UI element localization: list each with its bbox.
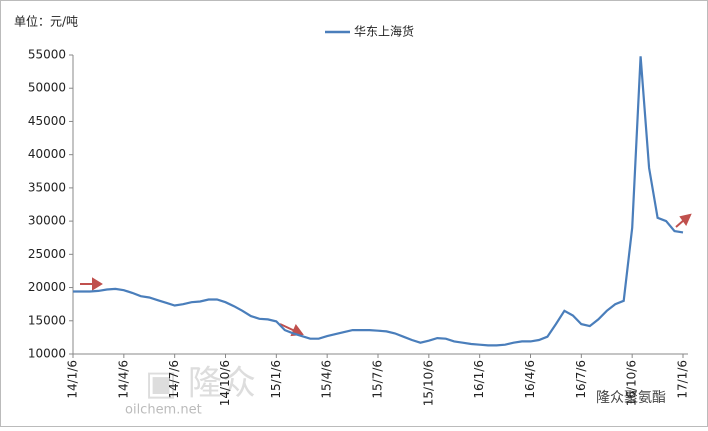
y-tick-label: 55000 <box>28 48 66 62</box>
watermark: ▣ 隆众 <box>145 364 256 404</box>
watermark-brand: 隆众聚氨酯 <box>596 390 666 406</box>
x-tick-label: 14/4/6 <box>116 360 130 399</box>
x-tick-label: 14/10/6 <box>218 360 232 406</box>
x-tick-label: 16/1/6 <box>472 360 486 399</box>
x-tick-label: 17/1/6 <box>676 360 690 399</box>
y-tick-label: 45000 <box>28 114 66 128</box>
y-tick-label: 30000 <box>28 214 66 228</box>
x-tick-label: 15/7/6 <box>371 360 385 399</box>
x-tick-label: 15/10/6 <box>421 360 435 406</box>
x-tick-label: 16/4/6 <box>523 360 537 399</box>
y-tick-label: 15000 <box>28 313 66 327</box>
x-tick-label: 16/10/6 <box>625 360 639 406</box>
x-tick-label: 16/7/6 <box>574 360 588 399</box>
x-tick-label: 14/1/6 <box>66 360 80 399</box>
y-tick-label: 40000 <box>28 147 66 161</box>
series-line <box>73 56 684 347</box>
y-tick-label: 10000 <box>28 347 66 361</box>
y-tick-label: 25000 <box>28 247 66 261</box>
watermark-url: oilchem.net <box>125 403 202 418</box>
y-tick-label: 35000 <box>28 180 66 194</box>
x-tick-label: 14/7/6 <box>167 360 181 399</box>
y-tick-label: 20000 <box>28 280 66 294</box>
y-axis-label: 单位：元/吨 <box>14 14 78 29</box>
y-tick-label: 50000 <box>28 81 66 95</box>
arrows <box>80 213 692 337</box>
legend-label: 华东上海货 <box>354 24 414 39</box>
x-tick-label: 15/4/6 <box>320 360 334 399</box>
x-tick-label: 15/1/6 <box>269 360 283 399</box>
